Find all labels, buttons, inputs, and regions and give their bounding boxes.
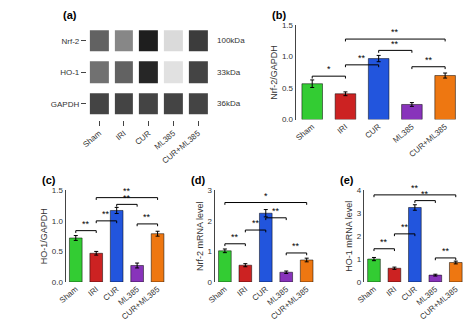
svg-text:IRI: IRI <box>236 285 250 298</box>
svg-text:**: ** <box>358 53 366 63</box>
svg-text:CUR+ML385: CUR+ML385 <box>418 284 460 321</box>
svg-text:Sham: Sham <box>207 284 229 305</box>
svg-text:Sham: Sham <box>58 284 80 305</box>
svg-text:ML385: ML385 <box>153 129 178 152</box>
svg-text:CUR: CUR <box>101 285 120 303</box>
svg-text:HO-1: HO-1 <box>60 68 80 77</box>
svg-text:2: 2 <box>208 217 213 226</box>
svg-text:IRI: IRI <box>336 122 350 135</box>
svg-text:ML385: ML385 <box>391 122 416 145</box>
svg-text:*: * <box>327 64 331 74</box>
svg-text:**: ** <box>401 222 409 232</box>
svg-text:**: ** <box>442 246 450 256</box>
svg-text:Nrf-2/GAPDH: Nrf-2/GAPDH <box>269 45 279 100</box>
svg-text:**: ** <box>272 206 280 216</box>
svg-text:**: ** <box>82 219 90 229</box>
svg-text:**: ** <box>425 55 433 65</box>
svg-text:Sham: Sham <box>81 129 103 150</box>
svg-text:0.5: 0.5 <box>282 84 294 93</box>
svg-text:ML385: ML385 <box>116 284 141 307</box>
svg-text:ML385: ML385 <box>266 284 291 307</box>
svg-text:0: 0 <box>208 278 213 287</box>
svg-text:CUR: CUR <box>133 129 152 147</box>
svg-text:IRI: IRI <box>86 285 100 298</box>
svg-text:2: 2 <box>357 232 362 241</box>
svg-text:CUR: CUR <box>363 122 382 140</box>
svg-text:3: 3 <box>208 186 213 195</box>
svg-text:CUR: CUR <box>251 285 270 303</box>
svg-text:0.0: 0.0 <box>52 278 64 287</box>
svg-text:HO-1/GAPDH: HO-1/GAPDH <box>39 208 49 264</box>
svg-text:100kDa: 100kDa <box>217 36 245 45</box>
svg-text:*: * <box>264 191 268 201</box>
svg-text:CUR+ML385: CUR+ML385 <box>161 129 203 166</box>
svg-text:HO-1 mRNA level: HO-1 mRNA level <box>344 201 354 272</box>
svg-text:**: ** <box>231 232 239 242</box>
svg-text:**: ** <box>143 212 151 222</box>
svg-text:0: 0 <box>357 278 362 287</box>
svg-text:**: ** <box>380 237 388 247</box>
svg-text:1.5: 1.5 <box>52 186 64 195</box>
svg-text:Sham: Sham <box>294 122 316 143</box>
svg-text:**: ** <box>123 186 131 196</box>
svg-text:1.0: 1.0 <box>52 217 64 226</box>
svg-text:0.0: 0.0 <box>282 115 294 124</box>
svg-text:(c): (c) <box>42 174 56 186</box>
svg-text:**: ** <box>123 193 131 203</box>
svg-text:ML385: ML385 <box>415 284 440 307</box>
svg-text:CUR+ML385: CUR+ML385 <box>269 284 311 321</box>
svg-text:**: ** <box>391 39 399 49</box>
svg-text:1: 1 <box>357 255 362 264</box>
svg-text:(e): (e) <box>340 174 354 186</box>
svg-text:**: ** <box>421 189 429 199</box>
svg-text:33kDa: 33kDa <box>217 68 241 77</box>
svg-text:Sham: Sham <box>356 284 378 305</box>
svg-text:**: ** <box>292 241 300 251</box>
svg-text:IRI: IRI <box>114 129 128 142</box>
svg-text:**: ** <box>102 209 110 219</box>
svg-text:GAPDH: GAPDH <box>51 100 80 109</box>
svg-text:3: 3 <box>357 209 362 218</box>
svg-text:(d): (d) <box>191 174 205 186</box>
svg-text:36kDa: 36kDa <box>217 99 241 108</box>
svg-text:Nrf-2: Nrf-2 <box>61 37 79 46</box>
svg-text:1.5: 1.5 <box>282 21 294 30</box>
svg-text:(a): (a) <box>63 9 77 21</box>
svg-text:CUR: CUR <box>400 285 419 303</box>
svg-text:**: ** <box>252 218 260 228</box>
svg-text:1: 1 <box>208 247 213 256</box>
svg-text:**: ** <box>391 27 399 37</box>
svg-text:4: 4 <box>357 186 362 195</box>
svg-text:1.0: 1.0 <box>282 52 294 61</box>
svg-text:CUR+ML385: CUR+ML385 <box>120 284 162 321</box>
svg-text:IRI: IRI <box>385 285 399 298</box>
svg-text:Nrf-2 mRNA level: Nrf-2 mRNA level <box>195 201 205 271</box>
svg-text:0.5: 0.5 <box>52 247 64 256</box>
svg-text:(b): (b) <box>272 9 286 21</box>
svg-text:**: ** <box>411 183 419 193</box>
svg-text:CUR+ML385: CUR+ML385 <box>408 122 450 159</box>
